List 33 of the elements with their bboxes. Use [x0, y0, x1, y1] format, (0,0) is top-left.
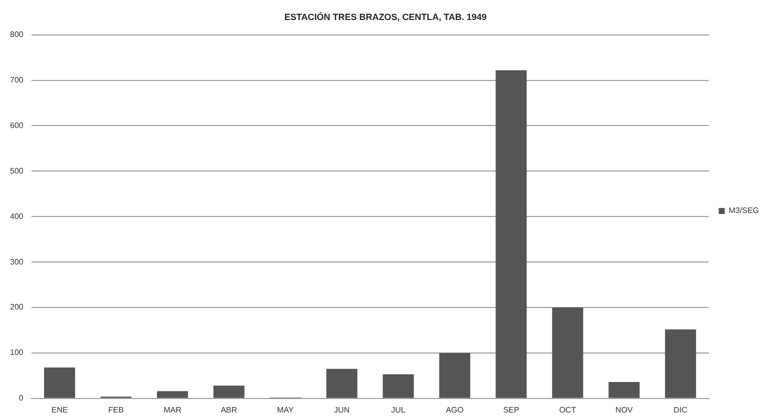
bar [44, 367, 76, 398]
y-tick-label: 800 [10, 30, 24, 40]
y-tick-label: 300 [10, 257, 24, 266]
x-tick-label: DIC [674, 405, 688, 414]
y-tick-label: 400 [10, 212, 24, 221]
x-tick-label: OCT [559, 405, 576, 414]
x-tick-label: MAR [164, 405, 182, 414]
bar [496, 70, 527, 398]
x-tick-label: SEP [503, 405, 520, 414]
x-tick-label: FEB [108, 405, 124, 414]
y-tick-label: 700 [10, 75, 24, 84]
bar [608, 382, 640, 398]
bar [552, 308, 584, 398]
y-tick-label: 0 [18, 394, 24, 403]
x-tick-label: NOV [615, 405, 634, 414]
x-tick-label: AGO [446, 405, 464, 414]
chart-title: ESTACIÓN TRES BRAZOS, CENTLA, TAB. 1949 [284, 12, 487, 22]
y-tick-label: 500 [10, 166, 24, 176]
y-tick-label: 200 [10, 302, 24, 312]
x-tick-label: MAY [277, 405, 294, 414]
bar [382, 374, 414, 398]
bar [665, 329, 696, 398]
x-tick-label: ABR [220, 405, 238, 414]
x-tick-label: JUN [334, 405, 350, 414]
y-tick-label: 100 [10, 348, 24, 358]
x-tick-label: JUL [391, 405, 406, 414]
x-tick-label: ENE [51, 405, 68, 414]
bar [156, 391, 188, 398]
bar [439, 352, 470, 398]
y-tick-label: 600 [10, 120, 24, 130]
legend-label: M3/SEG [728, 206, 760, 216]
bar [326, 368, 358, 398]
bar [213, 386, 244, 398]
